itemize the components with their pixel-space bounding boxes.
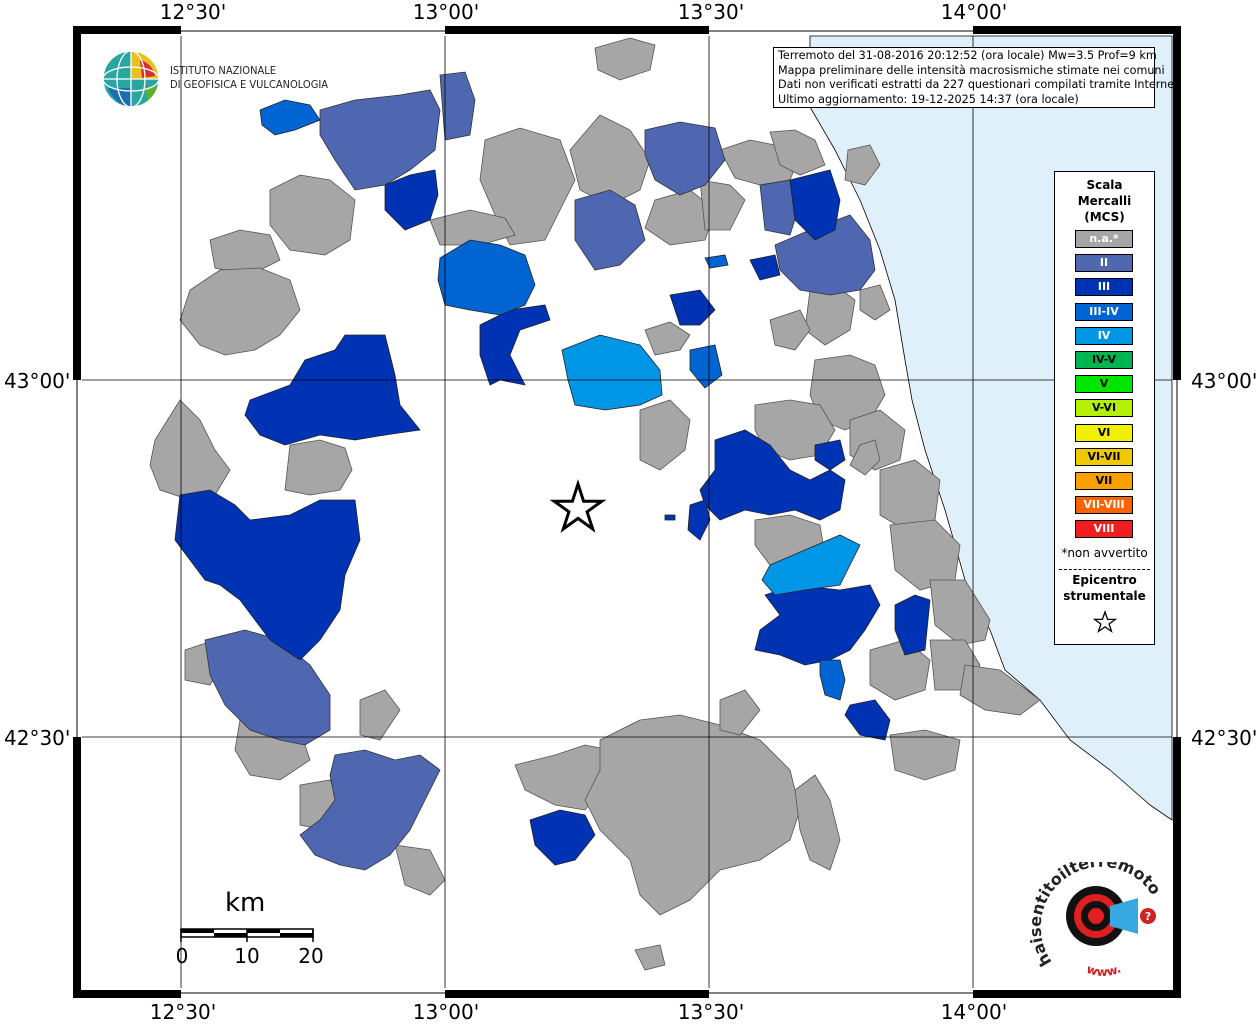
lon-label-bottom: 13°30' — [677, 1000, 745, 1024]
lon-label-bottom: 12°30' — [149, 1000, 217, 1024]
megaphone-icon — [1110, 898, 1138, 934]
info-line-updated: Ultimo aggiornamento: 19-12-2025 14:37 (… — [778, 92, 1079, 106]
info-line-description: Mappa preliminare delle intensità macros… — [778, 63, 1165, 77]
legend-item: IV — [1075, 326, 1133, 345]
lon-label-top: 14°00' — [940, 0, 1008, 24]
hsit-logo-www: www. — [1085, 961, 1123, 979]
legend-item: III-IV — [1075, 302, 1133, 321]
legend-epicenter-line: strumentale — [1063, 589, 1146, 603]
municipalities-iii-iv — [259, 99, 846, 701]
municipalities-iii — [174, 169, 931, 866]
legend-item: VIII — [1075, 520, 1133, 539]
scale-bar-label: 10 — [234, 944, 260, 968]
question-badge-icon — [1140, 908, 1156, 924]
legend-note: *non avvertito — [1061, 546, 1148, 560]
globe-icon — [102, 50, 160, 108]
ingv-name-line1: ISTITUTO NAZIONALE — [170, 64, 277, 77]
legend-item: VII — [1075, 472, 1133, 490]
hsit-question: ? — [1145, 910, 1151, 923]
info-line-data-source: Dati non verificati estratti da 227 ques… — [778, 78, 1183, 92]
legend-epicenter-line: Epicentro — [1072, 573, 1137, 587]
lat-label-right: 42°30' — [1191, 726, 1256, 750]
legend-item: VI — [1075, 423, 1133, 442]
intensity-legend: Scala Mercalli (MCS) n.a.* II III III-IV IV I… — [1054, 171, 1155, 645]
ingv-logo: ISTITUTO NAZIONALE DI GEOFISICA E VULCAN… — [100, 48, 360, 110]
legend-item: VI-VII — [1075, 447, 1133, 466]
municipalities-iv — [561, 334, 861, 596]
legend-item: n.a.* — [1075, 230, 1133, 248]
info-line-event: Terremoto del 31-08-2016 20:12:52 (ora l… — [778, 49, 1157, 62]
scale-bar — [180, 928, 314, 942]
scale-bar-unit: km — [225, 888, 266, 918]
scale-bar-label: 0 — [175, 944, 189, 968]
lon-label-bottom: 13°00' — [412, 1000, 480, 1024]
municipalities-na — [149, 37, 1041, 971]
lat-label-right: 43°00' — [1191, 369, 1256, 393]
legend-item: II — [1075, 254, 1133, 273]
scale-bar-label: 20 — [298, 944, 324, 968]
lat-label-left: 43°00' — [4, 369, 71, 393]
lon-label-bottom: 14°00' — [940, 1000, 1008, 1024]
lon-label-top: 13°00' — [412, 0, 480, 24]
hsit-logo: haisentitoilterremoto.it www. ? — [1026, 847, 1170, 982]
event-info-box: Terremoto del 31-08-2016 20:12:52 (ora l… — [773, 47, 1183, 108]
legend-item: VII-VIII — [1075, 496, 1133, 515]
legend-item: V-VI — [1075, 399, 1133, 418]
frame-ticks — [73, 26, 1181, 998]
legend-title-line: Scala — [1086, 178, 1123, 192]
legend-title-line: Mercalli — [1077, 194, 1132, 208]
epicenter-star-icon — [1093, 610, 1117, 634]
lat-label-left: 42°30' — [4, 726, 71, 750]
legend-epicenter-label: Epicentro strumentale — [1055, 572, 1154, 604]
lon-label-top: 13°30' — [677, 0, 745, 24]
legend-item: V — [1075, 375, 1133, 394]
legend-item: III — [1075, 278, 1133, 297]
lon-label-top: 12°30' — [159, 0, 227, 24]
graticule — [82, 36, 1172, 988]
epicenter-star — [549, 479, 607, 533]
legend-title-line: (MCS) — [1084, 210, 1125, 224]
ingv-name-line2: DI GEOFISICA E VULCANOLOGIA — [170, 78, 329, 91]
legend-divider — [1059, 569, 1150, 570]
legend-title: Scala Mercalli (MCS) — [1055, 177, 1154, 225]
legend-item: IV-V — [1075, 351, 1133, 369]
